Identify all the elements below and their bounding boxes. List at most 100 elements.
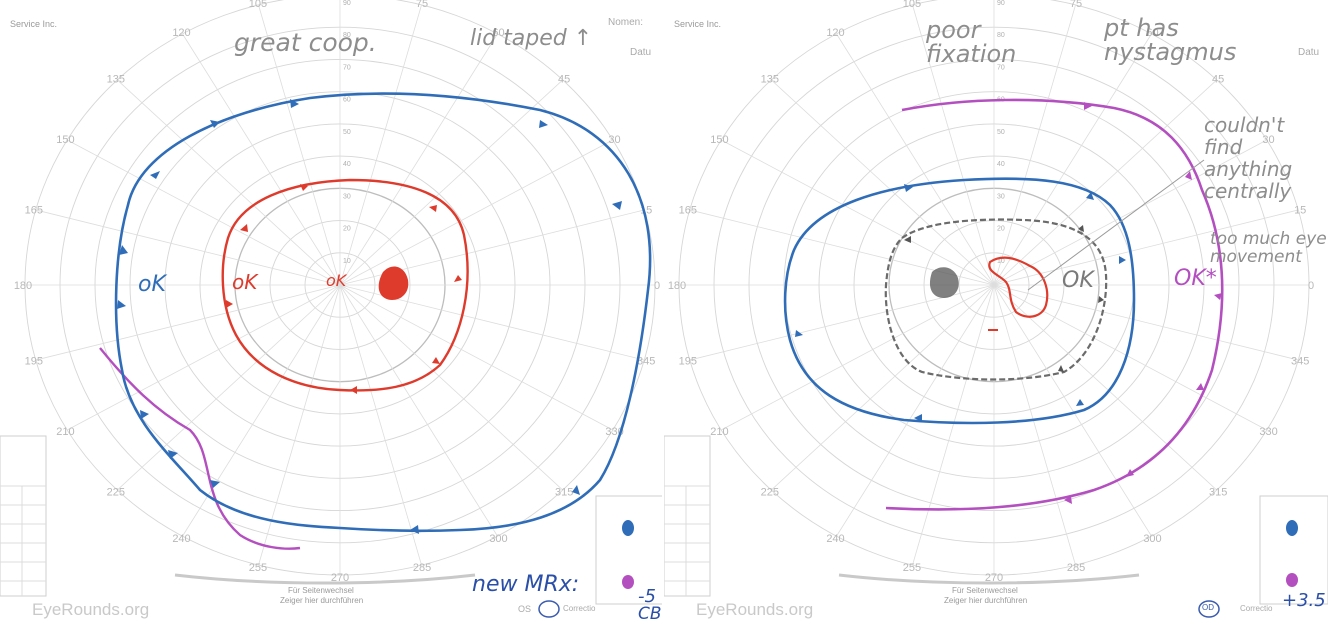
right-radial-label: 50 [997,129,1005,136]
right-bottom-note-2: Zeiger hier durchführen [944,596,1028,605]
right-note-too-much: too much eye movement [1210,229,1327,267]
left-angle-label: 30 [608,134,620,146]
right-radial-label: 30 [997,193,1005,200]
right-grid-spoke [993,284,1299,361]
left-angle-label: 75 [416,0,428,10]
right-grid-spoke [721,139,995,286]
right-grid-spoke [836,284,995,537]
right-grid-spoke [993,284,1267,431]
right-correction-label: Correctio [1240,604,1273,613]
right-gray-isopter [884,218,1108,381]
left-bottom-note-1: Für Seitenwechsel [288,586,354,595]
right-angle-label: 15 [1294,204,1306,216]
left-grid-spoke [258,4,341,286]
right-header-date: Datu [1298,47,1320,58]
right-angle-label: 210 [710,426,728,438]
left-ok-outer: oK [138,272,166,297]
left-grid-spoke [339,284,422,566]
left-grid-spoke [35,209,341,286]
right-far-isopter [885,98,1224,511]
right-outer-isopter [783,177,1136,425]
right-radial-label: 10 [997,258,1005,265]
right-far-ticks [1064,102,1222,504]
left-angle-label: 195 [25,356,43,368]
right-watermark: EyeRounds.org [696,600,814,619]
right-rx-value: +3.5 [1282,590,1326,611]
right-grid-spoke [993,284,1152,537]
left-grid-spoke [116,79,341,286]
right-grid-spoke [993,209,1299,286]
left-grid-spoke [116,284,341,491]
left-form-brand: Service Inc. [10,19,58,29]
left-radial-label: 20 [343,226,351,233]
left-radial-label: 50 [343,129,351,136]
right-angle-label: 255 [903,562,921,574]
right-angle-label: 135 [761,74,779,86]
left-angle-label: 345 [637,356,655,368]
left-perimetry-diagram: 1201059075601354515030165151800195345210… [0,0,664,618]
left-grid-spoke [67,139,341,286]
right-grid-spoke [993,284,1076,566]
right-angle-label: 165 [679,204,697,216]
right-polar-grid: 120 105 90 75 60 135 45 150 30 165 15 180 0 195 345 210… [668,0,1314,584]
left-legend-table [0,435,47,597]
right-angle-label: 285 [1067,562,1085,574]
left-radial-label: 10 [343,258,351,265]
right-blue-stimulus-dot [1286,520,1298,536]
left-rx-value: -5 [638,586,656,607]
left-angle-label: 285 [413,562,431,574]
left-legend-lines [0,485,46,596]
left-header-date: Datu [630,47,652,58]
right-ok-inner: OK [1062,268,1094,293]
right-legend-table [664,435,711,597]
left-angle-label: 240 [172,533,190,545]
left-inner-isopter [221,178,469,392]
right-angle-label: 0 [1308,280,1314,292]
left-eye-label: OS [518,604,532,614]
right-angle-label: 300 [1143,533,1161,545]
left-radial-label: 80 [343,32,351,39]
left-angle-label: 0 [654,280,660,292]
left-angle-label: 45 [558,74,570,86]
left-angle-label: 105 [249,0,267,10]
right-radial-label: 40 [997,161,1005,168]
right-angle-label: 330 [1259,426,1277,438]
right-angle-label: 315 [1209,486,1227,498]
left-angle-label: 120 [172,27,190,39]
left-angle-label: 270 [331,572,349,584]
right-radial-label: 20 [997,226,1005,233]
left-stimulus-box [595,495,664,605]
right-grid-spoke [836,33,995,286]
left-polar-grid: 1201059075601354515030165151800195345210… [14,0,660,584]
left-angle-label: 135 [107,74,125,86]
left-grid-spoke [35,284,341,361]
left-outer-isopter [114,92,652,533]
left-purple-stimulus-dot [622,575,634,589]
right-angle-label: 180 [668,280,686,292]
right-legend-lines [664,485,710,596]
right-stimulus-box [1259,495,1328,605]
right-note-poor-fixation: poor fixation [926,16,1017,68]
left-grid-spoke [67,284,341,431]
right-angle-label: 105 [903,0,921,10]
left-grid-spoke [258,284,341,566]
right-visual-field-chart: 120 105 90 75 60 135 45 150 30 165 15 180 0 195 345 210… [664,0,1328,629]
left-radial-label: 40 [343,161,351,168]
left-angle-label: 165 [25,204,43,216]
left-far-isopter [99,347,301,550]
left-note-new-mrx: new MRx: [472,572,580,597]
left-angle-label: 300 [489,533,507,545]
left-blue-stimulus-dot [622,520,634,536]
right-ok-outer: OK* [1174,266,1217,291]
left-correction-label: Correctio [563,604,596,613]
left-blind-spot [378,266,409,300]
right-eye-label: OD [1202,603,1214,612]
right-red-central-isopter [988,256,1049,318]
right-angle-label: 120 [826,27,844,39]
left-grid-spoke [339,284,564,491]
left-angle-label: 150 [56,134,74,146]
right-angle-label: 75 [1070,0,1082,10]
left-eye-circle [538,600,560,618]
left-note-lid-taped: lid taped ↑ [470,26,593,51]
right-grid-spoke [993,79,1218,286]
